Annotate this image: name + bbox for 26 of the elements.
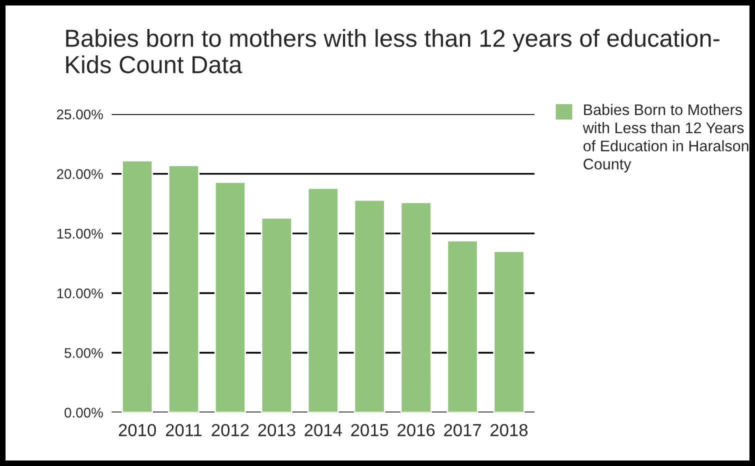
y-tick-label: 5.00% [64,348,103,358]
x-tick-label: 2010 [118,424,156,436]
y-tick-label: 20.00% [57,169,103,179]
bar [122,160,154,412]
bar [260,217,292,412]
x-tick-label: 2014 [304,424,342,436]
x-tick-label: 2011 [166,424,202,436]
x-tick-label: 2012 [212,424,249,436]
legend-label: Babies Born to Mothers with Less than 12 Years of Education in Haralson County [582,104,748,173]
bar [493,250,525,412]
chart-title: Babies born to mothers with less than 12 years of education- Kids Count Data [66,29,720,74]
bar [446,240,478,412]
x-tick-label: 2016 [398,424,435,436]
bar [307,187,339,412]
x-tick-label: 2013 [258,424,296,436]
bar [400,202,432,412]
bar [168,164,200,412]
x-tick-label: 2017 [444,424,481,436]
x-tick-label: 2015 [351,424,388,436]
bar [354,199,386,412]
y-tick-label: 0.00% [64,408,103,418]
bar [214,181,246,412]
x-tick-label: 2018 [490,424,528,436]
y-tick-label: 10.00% [57,288,103,298]
y-tick-label: 15.00% [57,228,103,239]
y-tick-label: 25.00% [57,110,103,120]
